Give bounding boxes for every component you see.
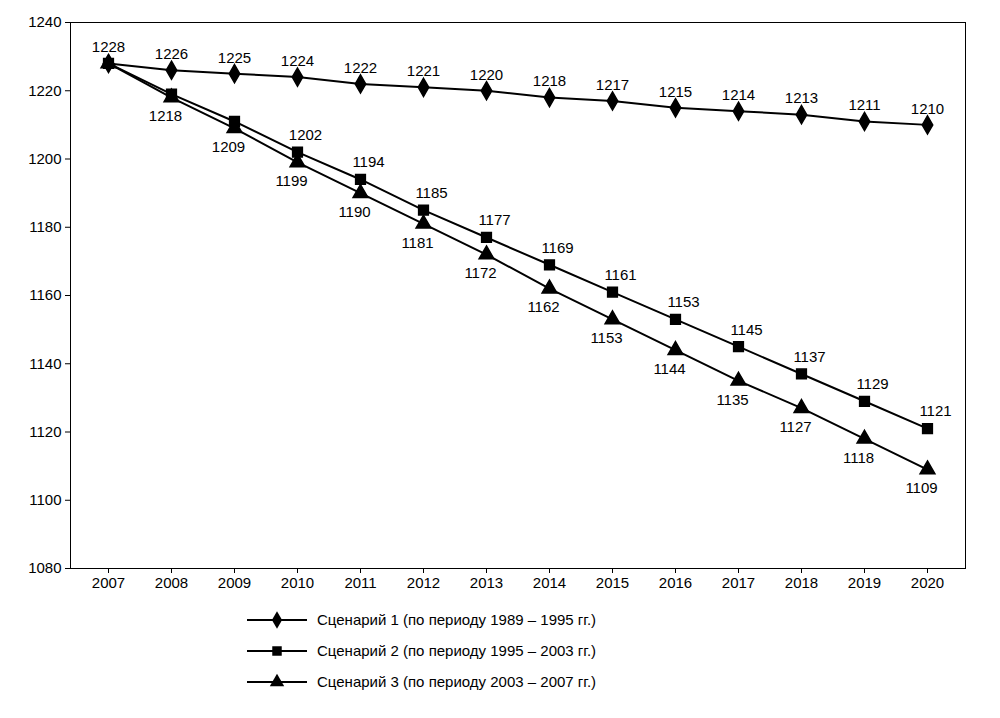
svg-text:2007: 2007 — [92, 574, 125, 591]
svg-text:1194: 1194 — [352, 153, 384, 170]
svg-text:1185: 1185 — [415, 184, 447, 201]
svg-text:1220: 1220 — [470, 66, 503, 83]
svg-text:1213: 1213 — [785, 89, 818, 106]
svg-text:2015: 2015 — [596, 574, 629, 591]
svg-text:2012: 2012 — [407, 574, 440, 591]
svg-text:1153: 1153 — [667, 293, 699, 310]
svg-text:2013: 2013 — [470, 574, 503, 591]
svg-text:2016: 2016 — [659, 574, 692, 591]
svg-text:1202: 1202 — [289, 126, 322, 143]
svg-text:1135: 1135 — [716, 391, 748, 408]
html-text:Сценарий 3 (по периоду 2003 –: Сценарий 3 (по периоду 2003 – 2007 гг.) — [317, 673, 597, 690]
svg-text:1224: 1224 — [281, 52, 314, 69]
svg-text:2019: 2019 — [848, 574, 881, 591]
html-text:Сценарий 1 (по периоду 1989 –: Сценарий 1 (по периоду 1989 – 1995 гг.) — [317, 611, 597, 628]
svg-text:2011: 2011 — [344, 574, 376, 591]
svg-text:1160: 1160 — [29, 286, 61, 303]
svg-text:2009: 2009 — [218, 574, 251, 591]
svg-text:1140: 1140 — [29, 355, 61, 372]
svg-text:2008: 2008 — [155, 574, 188, 591]
svg-text:1199: 1199 — [275, 172, 307, 189]
svg-text:1222: 1222 — [344, 59, 377, 76]
svg-text:1144: 1144 — [653, 360, 685, 377]
svg-text:2018: 2018 — [785, 574, 818, 591]
svg-text:1161: 1161 — [604, 266, 636, 283]
svg-text:1215: 1215 — [659, 83, 692, 100]
svg-text:1109: 1109 — [905, 479, 937, 496]
svg-text:2020: 2020 — [911, 574, 944, 591]
svg-text:1226: 1226 — [155, 45, 188, 62]
svg-text:1129: 1129 — [856, 375, 888, 392]
svg-text:1181: 1181 — [401, 234, 433, 251]
svg-text:1221: 1221 — [407, 62, 440, 79]
svg-text:1145: 1145 — [730, 320, 762, 337]
svg-text:1240: 1240 — [28, 13, 61, 30]
svg-text:1217: 1217 — [596, 76, 629, 93]
svg-text:1211: 1211 — [848, 96, 880, 113]
svg-text:1127: 1127 — [779, 418, 811, 435]
svg-text:1180: 1180 — [29, 218, 61, 235]
svg-text:1137: 1137 — [793, 348, 825, 365]
svg-text:2017: 2017 — [722, 574, 755, 591]
svg-text:1209: 1209 — [212, 138, 245, 155]
svg-text:1200: 1200 — [28, 150, 61, 167]
svg-text:1228: 1228 — [92, 38, 125, 55]
svg-text:2010: 2010 — [281, 574, 314, 591]
svg-text:1220: 1220 — [28, 82, 61, 99]
svg-text:1162: 1162 — [527, 298, 559, 315]
svg-text:1225: 1225 — [218, 48, 251, 65]
svg-text:1218: 1218 — [533, 72, 566, 89]
svg-text:1153: 1153 — [590, 329, 622, 346]
svg-text:1190: 1190 — [338, 203, 370, 220]
svg-text:1210: 1210 — [911, 100, 944, 117]
svg-text:1118: 1118 — [843, 449, 874, 466]
svg-text:1172: 1172 — [464, 264, 496, 281]
svg-text:1214: 1214 — [722, 86, 755, 103]
svg-text:1120: 1120 — [29, 423, 61, 440]
html-text:Сценарий 2 (по периоду 1995 –: Сценарий 2 (по периоду 1995 – 2003 гг.) — [317, 642, 597, 659]
svg-text:1169: 1169 — [541, 239, 573, 256]
svg-text:1100: 1100 — [29, 491, 61, 508]
svg-text:1080: 1080 — [28, 559, 61, 576]
svg-text:2014: 2014 — [533, 574, 566, 591]
svg-text:1177: 1177 — [478, 211, 510, 228]
svg-text:1121: 1121 — [919, 402, 951, 419]
svg-text:1218: 1218 — [149, 107, 182, 124]
